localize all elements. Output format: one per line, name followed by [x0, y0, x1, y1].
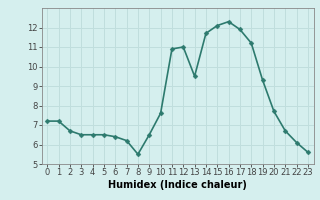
X-axis label: Humidex (Indice chaleur): Humidex (Indice chaleur)	[108, 180, 247, 190]
